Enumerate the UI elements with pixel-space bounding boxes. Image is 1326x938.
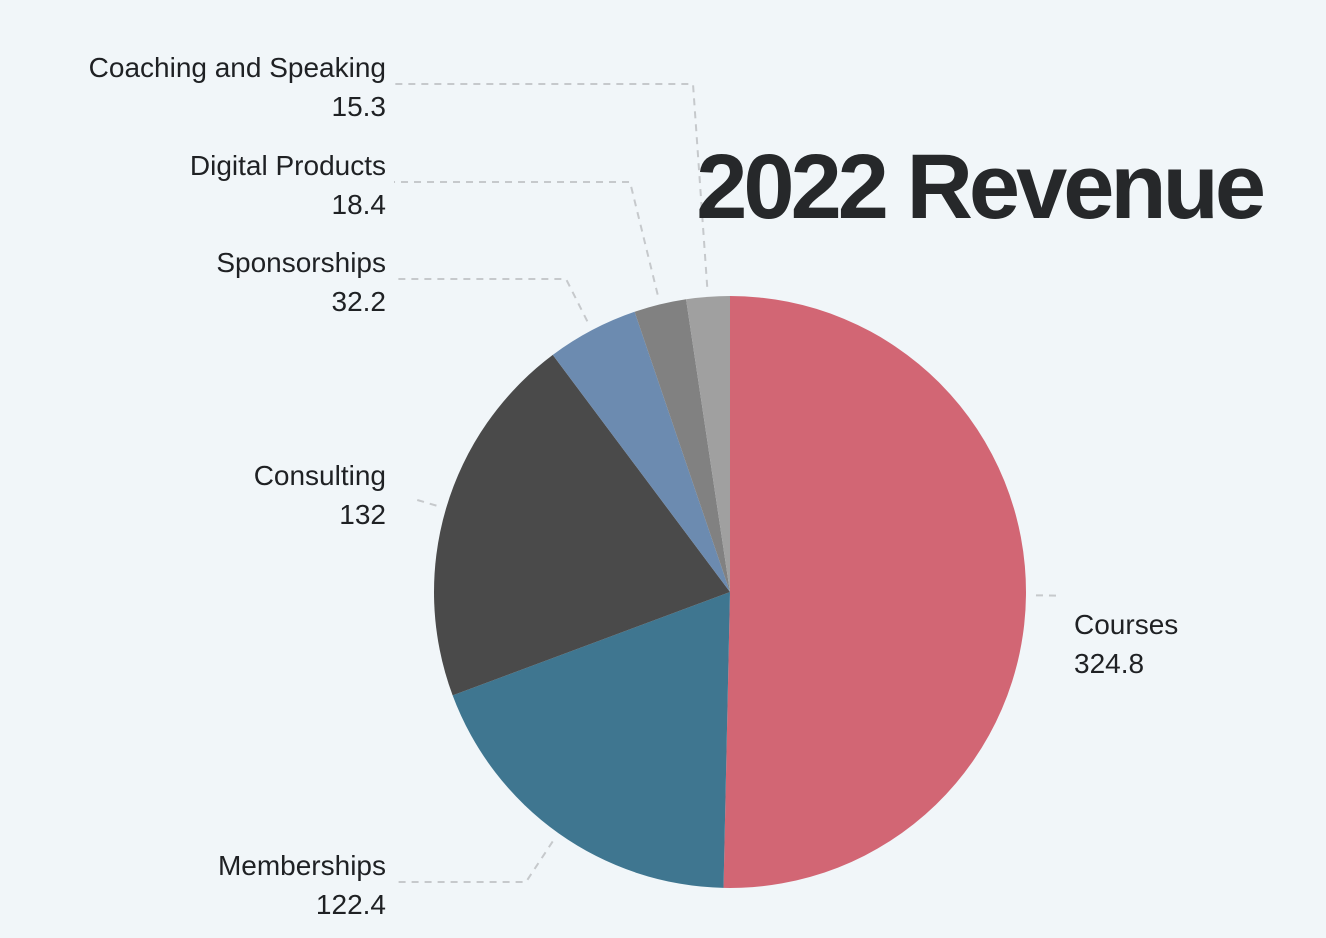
slice-value-label: 32.2 xyxy=(332,286,387,317)
leader-line xyxy=(394,840,554,883)
slice-value-label: 15.3 xyxy=(332,91,387,122)
pie-slice-courses xyxy=(723,296,1026,888)
leader-line xyxy=(394,278,589,322)
pie-slice-coaching-and-speaking xyxy=(686,296,730,592)
slice-label: Consulting xyxy=(254,460,386,491)
slice-label: Digital Products xyxy=(190,150,386,181)
slice-value-label: 122.4 xyxy=(316,889,386,920)
slice-label: Courses xyxy=(1074,609,1178,640)
slice-value-label: 132 xyxy=(339,499,386,530)
pie-slice-consulting xyxy=(434,354,730,696)
pie-slice-sponsorships xyxy=(552,311,730,592)
pie-slice-digital-products xyxy=(634,299,730,592)
leader-lines xyxy=(394,83,1060,883)
slice-label: Sponsorships xyxy=(216,247,386,278)
slice-labels: Courses 324.8 Memberships 122.4 Consulting 13… xyxy=(89,52,1179,920)
slice-label: Memberships xyxy=(218,850,386,881)
slice-value-label: 18.4 xyxy=(332,189,387,220)
chart-title: 2022 Revenue xyxy=(696,136,1264,238)
leader-line xyxy=(413,497,437,507)
pie-slice-memberships xyxy=(452,592,730,888)
leader-line xyxy=(394,181,659,295)
leader-line xyxy=(394,83,709,287)
pie-slices xyxy=(434,296,1026,888)
slice-label: Coaching and Speaking xyxy=(89,52,386,83)
slice-value-label: 324.8 xyxy=(1074,648,1144,679)
